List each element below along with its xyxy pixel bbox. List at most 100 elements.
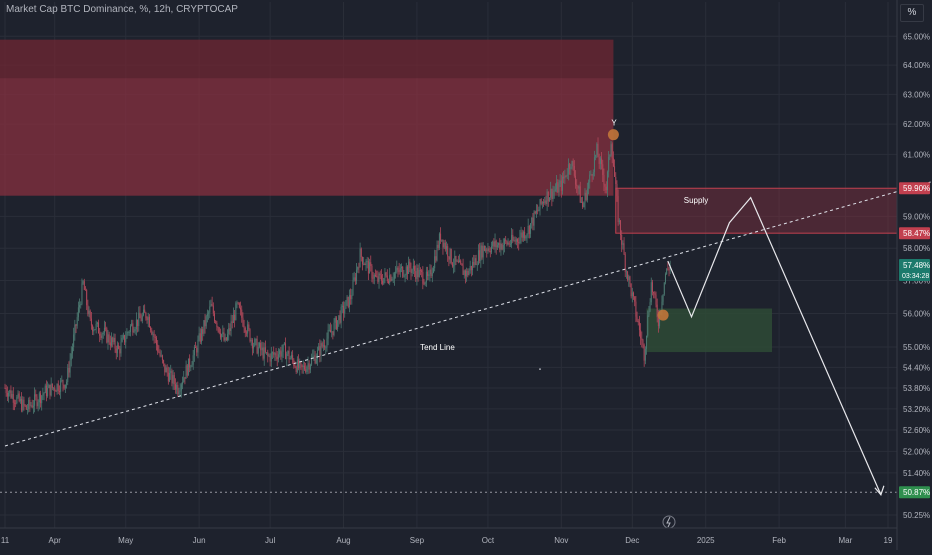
candle-body xyxy=(10,390,12,398)
candles xyxy=(4,137,671,415)
candle-body xyxy=(482,245,484,258)
candle-body xyxy=(190,366,192,368)
candle-body xyxy=(636,316,638,321)
candle-body xyxy=(576,184,578,186)
candle-body xyxy=(443,242,445,248)
candle-body xyxy=(437,244,439,248)
candle-body xyxy=(430,269,432,277)
candle-body xyxy=(73,334,75,348)
candle-body xyxy=(567,164,569,175)
y-tick-label: 52.60% xyxy=(903,426,930,435)
candle-body xyxy=(631,292,633,297)
candle-body xyxy=(242,317,244,326)
candle-body xyxy=(535,210,537,214)
candle-body xyxy=(340,306,342,323)
candle-body xyxy=(202,329,204,334)
candle-body xyxy=(254,339,256,346)
candle-body xyxy=(182,382,184,385)
candle-body xyxy=(240,307,242,310)
candle-body xyxy=(530,223,532,234)
candle-body xyxy=(200,329,202,342)
candle-body xyxy=(366,261,368,262)
candle-body xyxy=(435,256,437,261)
candle-body xyxy=(79,305,81,308)
candle-body xyxy=(277,354,279,360)
candle-body xyxy=(177,384,179,395)
candle-body xyxy=(385,272,387,276)
candle-body xyxy=(598,156,600,164)
candle-body xyxy=(353,277,355,281)
candle-body xyxy=(461,263,463,266)
candle-body xyxy=(344,308,346,314)
candle-body xyxy=(352,280,354,296)
candle-body xyxy=(56,383,58,392)
candle-body xyxy=(47,387,49,397)
candle-body xyxy=(275,353,277,357)
y-tick-label: 51.40% xyxy=(903,469,930,478)
candle-body xyxy=(552,191,554,200)
candle-body xyxy=(548,197,550,202)
x-tick-label: Oct xyxy=(482,536,495,545)
candle-body xyxy=(87,305,89,315)
candle-body xyxy=(48,384,50,388)
candle-body xyxy=(100,335,102,339)
candle-body xyxy=(579,186,581,203)
candle-body xyxy=(383,278,385,284)
candle-body xyxy=(74,324,76,335)
candle-body xyxy=(540,199,542,204)
candle-body xyxy=(409,261,411,268)
candle-body xyxy=(518,241,520,244)
percent-scale-button[interactable]: % xyxy=(900,4,924,22)
candle-body xyxy=(66,382,68,385)
candle-body xyxy=(111,337,113,346)
candle-body xyxy=(325,347,327,349)
supply-top-badge xyxy=(899,182,930,195)
candle-body xyxy=(260,342,262,351)
candle-body xyxy=(399,268,401,273)
candle-body xyxy=(276,356,278,360)
candle-body xyxy=(273,352,275,355)
candle-body xyxy=(367,261,369,274)
candle-body xyxy=(648,311,650,316)
candle-body xyxy=(227,334,229,341)
candle-body xyxy=(554,189,556,191)
candle-body xyxy=(174,384,176,390)
candle-body xyxy=(384,272,386,279)
candle-body xyxy=(525,236,527,239)
projection-arrowhead xyxy=(874,485,885,496)
candle-body xyxy=(338,315,340,321)
candle-body xyxy=(378,273,380,282)
candle-body xyxy=(546,191,548,205)
candle-body xyxy=(391,279,393,281)
candle-body xyxy=(116,345,118,354)
candle-body xyxy=(308,363,310,370)
candle-body xyxy=(218,327,220,334)
x-tick-label: May xyxy=(118,536,133,545)
candle-body xyxy=(34,394,36,406)
candle-body xyxy=(487,248,489,251)
candle-body xyxy=(630,283,632,297)
candle-body xyxy=(30,405,32,407)
candle-body xyxy=(81,283,83,305)
supply-top-badge-text: 59.90% xyxy=(903,184,930,193)
candle-body xyxy=(144,309,146,313)
candle-body xyxy=(335,317,337,329)
candle-body xyxy=(157,344,159,352)
candle-body xyxy=(507,242,509,245)
candle-body xyxy=(215,321,217,323)
candle-body xyxy=(99,333,101,336)
candle-body xyxy=(388,281,390,284)
candle-body xyxy=(422,272,424,284)
candle-body xyxy=(320,343,322,356)
candle-body xyxy=(269,355,271,362)
candle-body xyxy=(55,390,57,392)
candle-body xyxy=(8,392,10,397)
candle-body xyxy=(316,350,318,359)
candle-body xyxy=(145,312,147,319)
candle-body xyxy=(311,357,313,365)
marker-dot xyxy=(607,129,619,141)
candle-body xyxy=(481,245,483,258)
candle-body xyxy=(160,355,162,357)
